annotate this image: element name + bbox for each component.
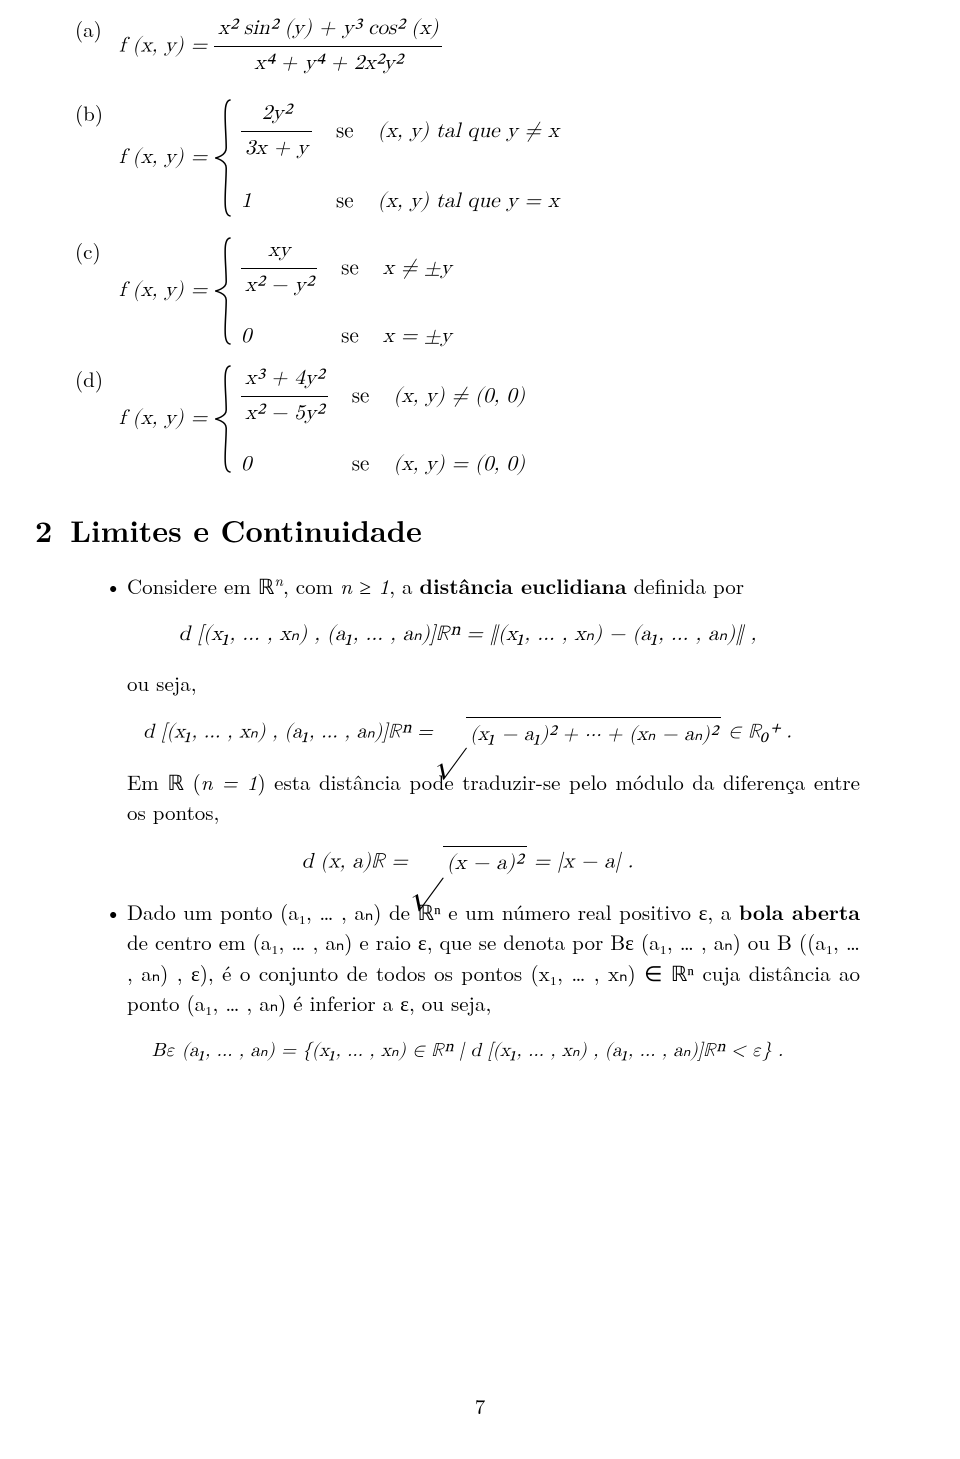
se: se: [352, 382, 370, 412]
formula-tail: ∈ ℝ₀⁺ .: [721, 721, 792, 741]
exercise-label: (d): [75, 364, 119, 474]
exercise-c-math: f (x, y) = xy x² − y² se x ≠ ±y 0 se x =…: [119, 236, 452, 346]
section-heading: 2 Limites e Continuidade: [35, 508, 860, 552]
case-val: xy: [241, 236, 317, 268]
sqrt-radicand: (x₁ − a₁)² + ⋯ + (xₙ − aₙ)²: [466, 717, 721, 749]
formula-lhs: d [(x₁, … , xₙ) , (a₁, … , aₙ)]ℝⁿ =: [143, 721, 433, 741]
exercise-label: (b): [75, 98, 119, 218]
bullet-2: • Dado um ponto (a₁, … , aₙ) de ℝⁿ e um …: [105, 897, 860, 1019]
section-number: 2: [35, 508, 52, 551]
text: de centro em (a₁, … , aₙ) e raio ε, que …: [127, 927, 860, 1018]
exercise-a-math: f (x, y) = x² sin² (y) + y³ cos² (x) x⁴ …: [119, 14, 442, 80]
text: Em ℝ (: [127, 767, 201, 797]
fxy-lhs: f (x, y) =: [119, 404, 207, 434]
case-val: x² − 5y²: [241, 396, 328, 429]
left-brace: [213, 364, 235, 474]
case-val: 0: [241, 322, 317, 352]
fxy-lhs: f (x, y) =: [119, 143, 207, 173]
exercise-b-math: f (x, y) = 2y² 3x + y se (x, y) tal que …: [119, 98, 559, 218]
formula: Bε (a₁, … , aₙ) = {(x₁, … , xₙ) ∈ ℝⁿ | d…: [152, 1041, 783, 1060]
exercise-a: (a) f (x, y) = x² sin² (y) + y³ cos² (x)…: [75, 14, 860, 80]
text: Considere em ℝ: [127, 571, 274, 601]
case-val: x³ + 4y²: [241, 364, 328, 396]
text: , a: [389, 571, 419, 601]
left-brace: [213, 98, 235, 218]
case-cond: x = ±y: [383, 322, 452, 352]
display-distance-sqrt: d [(x₁, … , xₙ) , (a₁, … , aₙ)]ℝⁿ = √ (x…: [75, 717, 860, 749]
display-open-ball: Bε (a₁, … , aₙ) = {(x₁, … , xₙ) ∈ ℝⁿ | d…: [75, 1037, 860, 1065]
section-title: Limites e Continuidade: [70, 508, 422, 551]
se: se: [341, 322, 359, 352]
case-cond: x ≠ ±y: [383, 254, 452, 284]
bullet-dot: •: [105, 571, 127, 601]
case-val: 0: [241, 450, 328, 480]
se: se: [341, 254, 359, 284]
exercise-b: (b) f (x, y) = 2y² 3x + y se (x, y) tal …: [75, 98, 860, 218]
sqrt-symbol: √: [439, 729, 466, 751]
bullet-1-content: Considere em ℝn, com n ≥ 1, a distância …: [127, 571, 860, 601]
exercise-d: (d) f (x, y) = x³ + 4y² x² − 5y² se (x, …: [75, 364, 860, 474]
bold-term: distância euclidiana: [420, 571, 627, 601]
exercise-d-math: f (x, y) = x³ + 4y² x² − 5y² se (x, y) ≠…: [119, 364, 525, 474]
bullet-1: • Considere em ℝn, com n ≥ 1, a distânci…: [105, 571, 860, 601]
display-distance-norm: d [(x₁, … , xₙ) , (a₁, … , aₙ)]ℝⁿ = ‖(x₁…: [75, 620, 860, 650]
math-inline: n = 1: [201, 767, 258, 797]
se: se: [352, 450, 370, 480]
page-number: 7: [0, 1391, 960, 1421]
bold-term: bola aberta: [739, 897, 860, 927]
exercise-label: (c): [75, 236, 119, 346]
text: definida por: [627, 571, 744, 601]
fxy-lhs: f (x, y) =: [119, 276, 207, 306]
math-inline: n ≥ 1: [340, 571, 389, 601]
se: se: [336, 187, 354, 217]
bullet-dot: •: [105, 897, 127, 1019]
formula-tail: = |x − a| .: [527, 851, 634, 872]
sqrt-radicand: (x − a)²: [443, 846, 527, 879]
left-brace: [213, 236, 235, 346]
text: Dado um ponto (a₁, … , aₙ) de ℝⁿ e um nú…: [127, 897, 739, 927]
formula-lhs: d (x, a)ℝ =: [302, 851, 408, 872]
exercise-c: (c) f (x, y) = xy x² − y² se x ≠ ±y 0 se…: [75, 236, 860, 346]
case-val: 1: [241, 187, 312, 217]
case-cond: (x, y) tal que y ≠ x: [378, 117, 559, 147]
case-cond: (x, y) = (0, 0): [393, 450, 525, 480]
se: se: [336, 117, 354, 147]
formula: d [(x₁, … , xₙ) , (a₁, … , aₙ)]ℝⁿ = ‖(x₁…: [179, 624, 757, 645]
exercise-label: (a): [75, 14, 119, 80]
display-distance-1d: d (x, a)ℝ = √ (x − a)² = |x − a| .: [75, 846, 860, 879]
case-val: x² − y²: [241, 268, 317, 301]
case-cond: (x, y) tal que y = x: [378, 187, 559, 217]
bullet-2-content: Dado um ponto (a₁, … , aₙ) de ℝⁿ e um nú…: [127, 897, 860, 1019]
fxy-lhs: f (x, y) =: [119, 35, 207, 56]
para-modulo: Em ℝ (n = 1) esta distância pode traduzi…: [127, 767, 860, 828]
sup-n: n: [274, 570, 283, 591]
ou-seja-1: ou seja,: [127, 668, 860, 698]
frac-num: x² sin² (y) + y³ cos² (x): [214, 14, 442, 46]
sqrt-symbol: √: [415, 858, 443, 882]
frac-den: x⁴ + y⁴ + 2x²y²: [214, 46, 442, 79]
case-val: 3x + y: [241, 131, 312, 164]
case-cond: (x, y) ≠ (0, 0): [393, 382, 525, 412]
text: , com: [283, 571, 340, 601]
case-val: 2y²: [241, 99, 312, 131]
